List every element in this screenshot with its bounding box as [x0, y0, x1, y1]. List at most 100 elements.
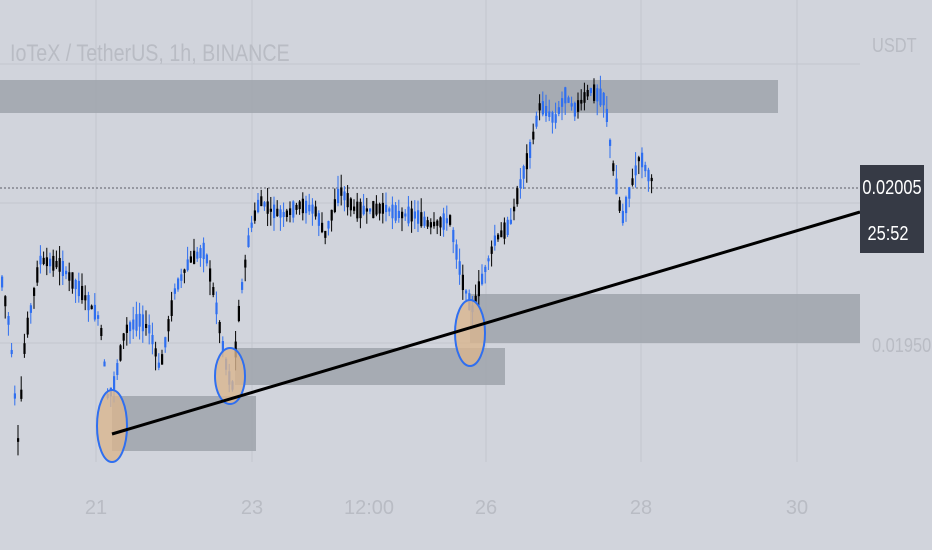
candle-body	[161, 354, 164, 365]
candle-body	[417, 210, 420, 224]
candle-body	[583, 92, 586, 103]
candle-body	[205, 254, 208, 264]
candle-body	[257, 199, 260, 213]
candle-body	[100, 328, 103, 336]
candle-body	[151, 334, 154, 345]
candle-body	[42, 257, 45, 264]
candle-body	[401, 211, 404, 219]
candle-body	[148, 324, 151, 334]
candle-body	[321, 222, 324, 233]
candle-body	[26, 317, 29, 335]
candle-body	[599, 88, 602, 106]
resistance-zone	[0, 80, 778, 113]
candle-body	[247, 235, 250, 247]
candle-body	[465, 290, 468, 294]
candle-body	[122, 333, 125, 341]
candle-body	[84, 295, 87, 301]
candle-body	[410, 208, 413, 222]
candle-body	[493, 235, 496, 246]
candle-body	[301, 198, 304, 214]
candle-body	[10, 349, 13, 355]
candle-body	[305, 200, 308, 214]
candle-body	[90, 305, 93, 310]
candle-body	[81, 285, 84, 301]
candle-body	[436, 220, 439, 226]
candle-body	[490, 246, 493, 254]
candle-body	[631, 178, 634, 185]
candle-body	[189, 256, 192, 263]
candle-body	[212, 287, 215, 295]
support-zone-21	[112, 396, 256, 451]
candle-body	[487, 258, 490, 262]
candle-body	[618, 200, 621, 211]
current-price-countdown: 25:52	[868, 221, 909, 244]
candle-body	[385, 204, 388, 213]
candle-body	[570, 103, 573, 107]
candle-body	[71, 272, 74, 289]
candle-body	[404, 213, 407, 217]
candle-body	[372, 201, 375, 219]
candle-body	[202, 242, 205, 260]
candle-body	[241, 282, 244, 290]
candle-body	[65, 270, 68, 275]
candle-body	[353, 206, 356, 211]
candle-body	[177, 278, 180, 290]
candle-body	[221, 341, 224, 353]
candle-body	[349, 198, 352, 211]
time-tick-label: 12:00	[344, 497, 394, 519]
candle-body	[442, 213, 445, 230]
candle-body	[397, 210, 400, 219]
candle-body	[279, 209, 282, 218]
candle-body	[55, 260, 58, 268]
candle-body	[29, 305, 32, 313]
trendline	[111, 210, 861, 436]
time-tick-label: 21	[85, 497, 107, 519]
candle-body	[125, 324, 128, 333]
candle-body	[346, 193, 349, 208]
candle-body	[625, 196, 628, 214]
candle-body	[263, 202, 266, 207]
candle-body	[196, 251, 199, 259]
candle-body	[650, 177, 653, 182]
candle-body	[538, 103, 541, 111]
candle-body	[308, 204, 311, 212]
candle-body	[458, 261, 461, 275]
time-tick-label: 28	[630, 497, 652, 519]
candle-body	[429, 222, 432, 228]
candle-body	[218, 322, 221, 334]
candle-body	[61, 260, 64, 277]
candle-body	[413, 211, 416, 219]
candle-body	[577, 100, 580, 112]
candle-body	[365, 208, 368, 212]
price-axis-currency: USDT	[872, 33, 917, 56]
candle-body	[452, 229, 455, 243]
candle-body	[369, 208, 372, 212]
candle-body	[407, 206, 410, 224]
candle-body	[327, 221, 330, 229]
candle-body	[45, 257, 48, 267]
candle-body	[612, 163, 615, 172]
candle-body	[615, 178, 618, 195]
candle-body	[276, 208, 279, 217]
candle-body	[193, 250, 196, 264]
candle-body	[173, 288, 176, 294]
current-price-value: 0.02005	[862, 175, 921, 198]
current-price-label-bg	[860, 165, 924, 253]
candle-body	[132, 319, 135, 330]
candle-body	[535, 115, 538, 127]
candle-body	[324, 230, 327, 238]
time-tick-label: 30	[786, 497, 808, 519]
candle-body	[557, 107, 560, 114]
candle-body	[621, 210, 624, 224]
candle-body	[461, 274, 464, 291]
candle-body	[609, 139, 612, 146]
candle-body	[420, 212, 423, 227]
candle-body	[20, 389, 23, 399]
candle-body	[554, 114, 557, 123]
candle-body	[602, 92, 605, 106]
candle-body	[589, 88, 592, 94]
candle-body	[298, 201, 301, 210]
candle-body	[439, 217, 442, 228]
candle-body	[337, 188, 340, 204]
